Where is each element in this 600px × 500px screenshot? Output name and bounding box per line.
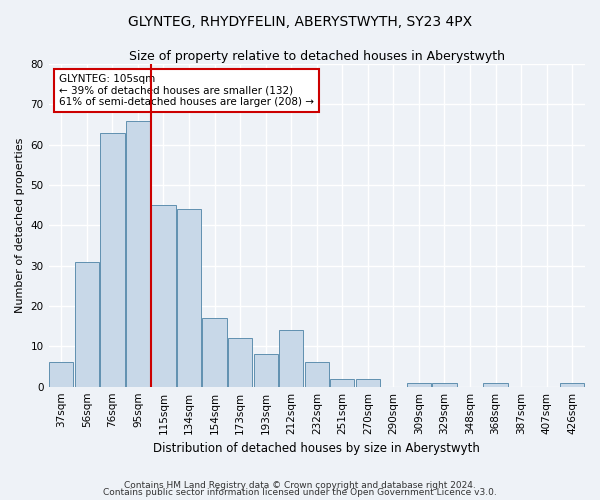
Bar [407, 382, 431, 386]
Text: GLYNTEG: 105sqm
← 39% of detached houses are smaller (132)
61% of semi-detached : GLYNTEG: 105sqm ← 39% of detached houses… [59, 74, 314, 107]
Bar [228, 338, 252, 386]
Bar [202, 318, 227, 386]
Bar [100, 132, 125, 386]
Bar [560, 382, 584, 386]
Bar [279, 330, 304, 386]
Title: Size of property relative to detached houses in Aberystwyth: Size of property relative to detached ho… [129, 50, 505, 63]
X-axis label: Distribution of detached houses by size in Aberystwyth: Distribution of detached houses by size … [154, 442, 480, 455]
Bar [484, 382, 508, 386]
Bar [330, 378, 355, 386]
Text: Contains HM Land Registry data © Crown copyright and database right 2024.: Contains HM Land Registry data © Crown c… [124, 480, 476, 490]
Bar [254, 354, 278, 386]
Bar [75, 262, 99, 386]
Text: Contains public sector information licensed under the Open Government Licence v3: Contains public sector information licen… [103, 488, 497, 497]
Bar [433, 382, 457, 386]
Bar [177, 210, 201, 386]
Y-axis label: Number of detached properties: Number of detached properties [15, 138, 25, 313]
Bar [49, 362, 73, 386]
Bar [126, 120, 150, 386]
Bar [356, 378, 380, 386]
Text: GLYNTEG, RHYDYFELIN, ABERYSTWYTH, SY23 4PX: GLYNTEG, RHYDYFELIN, ABERYSTWYTH, SY23 4… [128, 15, 472, 29]
Bar [151, 206, 176, 386]
Bar [305, 362, 329, 386]
